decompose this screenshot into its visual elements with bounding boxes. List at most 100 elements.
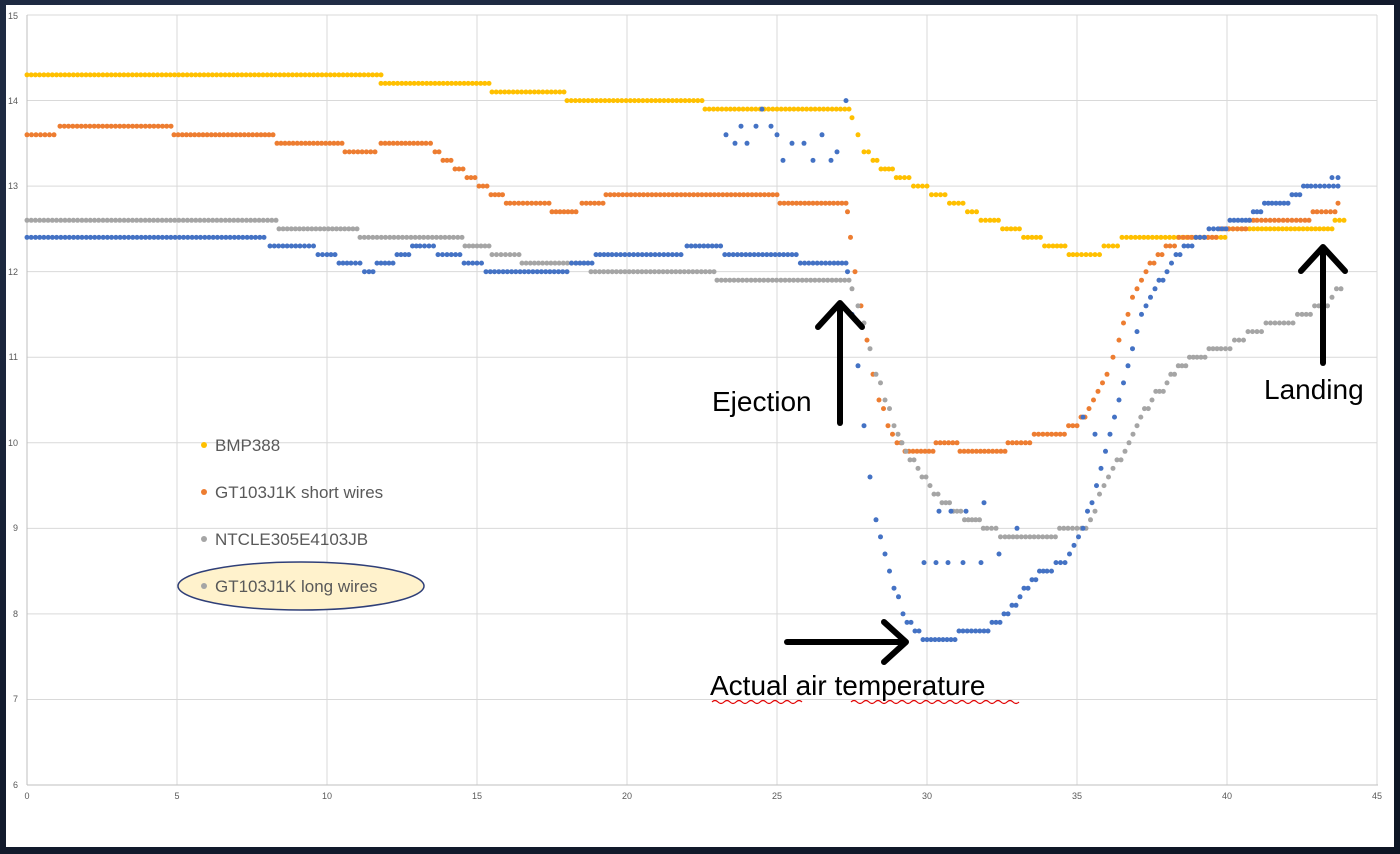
- data-point: [536, 260, 541, 266]
- data-point: [987, 217, 993, 223]
- data-point: [947, 200, 952, 206]
- data-point: [151, 217, 157, 223]
- data-point: [1023, 440, 1028, 446]
- data-point: [237, 132, 243, 138]
- data-point: [474, 243, 480, 249]
- data-point: [344, 72, 350, 78]
- data-point: [164, 234, 170, 240]
- data-point: [666, 192, 672, 198]
- data-point: [1006, 534, 1012, 540]
- data-point: [340, 260, 346, 266]
- data-point: [977, 628, 983, 634]
- data-point: [421, 234, 427, 240]
- data-point: [1329, 294, 1335, 300]
- data-point: [1031, 431, 1037, 437]
- data-point: [1018, 440, 1024, 446]
- data-point: [130, 234, 136, 240]
- data-point: [1187, 354, 1192, 360]
- data-point: [1110, 354, 1116, 360]
- data-point: [1172, 243, 1177, 249]
- data-point: [284, 226, 290, 232]
- data-point: [973, 517, 979, 523]
- data-point: [1230, 226, 1236, 232]
- data-point: [62, 72, 68, 78]
- data-point: [478, 243, 484, 249]
- data-point: [636, 98, 642, 104]
- data-point: [280, 226, 286, 232]
- data-point: [544, 260, 550, 266]
- data-point: [1227, 346, 1233, 352]
- data-point: [1250, 209, 1256, 215]
- data-point: [502, 89, 508, 95]
- data-point: [372, 149, 378, 155]
- data-point: [395, 80, 401, 86]
- data-point: [180, 72, 186, 78]
- data-point: [200, 132, 206, 138]
- data-point: [1181, 234, 1186, 240]
- data-point: [223, 234, 229, 240]
- data-point: [1267, 217, 1273, 223]
- data-point: [185, 234, 191, 240]
- data-point: [1110, 465, 1116, 471]
- data-point: [83, 217, 89, 223]
- data-point: [1053, 560, 1059, 566]
- data-point: [552, 260, 558, 266]
- data-point: [417, 243, 423, 249]
- data-point: [83, 234, 89, 240]
- data-point: [743, 252, 749, 258]
- data-point: [592, 200, 598, 206]
- series-bmp388: [24, 72, 1347, 258]
- data-point: [728, 192, 734, 198]
- data-point: [212, 132, 218, 138]
- data-point: [446, 234, 452, 240]
- data-point: [470, 260, 476, 266]
- data-point: [1021, 234, 1027, 240]
- data-point: [631, 252, 637, 258]
- data-point: [900, 611, 906, 617]
- data-point: [378, 80, 384, 86]
- data-point: [1054, 243, 1060, 249]
- data-point: [1255, 226, 1261, 232]
- data-point: [1151, 260, 1157, 266]
- data-point: [581, 98, 587, 104]
- data-point: [1145, 406, 1151, 412]
- data-point: [1308, 226, 1314, 232]
- data-point: [442, 234, 448, 240]
- data-point: [57, 123, 63, 129]
- data-point: [435, 252, 441, 258]
- y-tick-label: 15: [8, 11, 18, 21]
- data-point: [835, 260, 841, 266]
- data-point: [1206, 346, 1212, 352]
- data-point: [420, 80, 425, 86]
- data-point: [843, 200, 849, 206]
- data-point: [914, 448, 920, 454]
- data-point: [338, 226, 344, 232]
- data-point: [726, 252, 732, 258]
- data-point: [597, 269, 602, 275]
- data-point: [250, 132, 256, 138]
- data-point: [354, 226, 360, 232]
- data-point: [1092, 508, 1098, 514]
- data-point: [609, 252, 615, 258]
- data-point: [214, 72, 220, 78]
- data-point: [214, 234, 220, 240]
- data-point: [920, 183, 925, 189]
- axes: [26, 15, 1378, 786]
- data-point: [1206, 226, 1212, 232]
- data-point: [982, 448, 987, 454]
- data-point: [104, 72, 110, 78]
- x-tick-label: 0: [24, 791, 29, 801]
- data-point: [1194, 354, 1200, 360]
- data-point: [923, 474, 929, 480]
- data-point: [605, 252, 611, 258]
- data-point: [457, 80, 463, 86]
- data-point: [288, 243, 294, 249]
- data-point: [882, 397, 888, 403]
- y-tick-label: 9: [13, 523, 18, 533]
- data-point: [1023, 534, 1029, 540]
- data-point: [618, 252, 624, 258]
- data-point: [1155, 252, 1161, 258]
- data-point: [71, 234, 77, 240]
- data-point: [846, 277, 852, 283]
- data-point: [138, 72, 144, 78]
